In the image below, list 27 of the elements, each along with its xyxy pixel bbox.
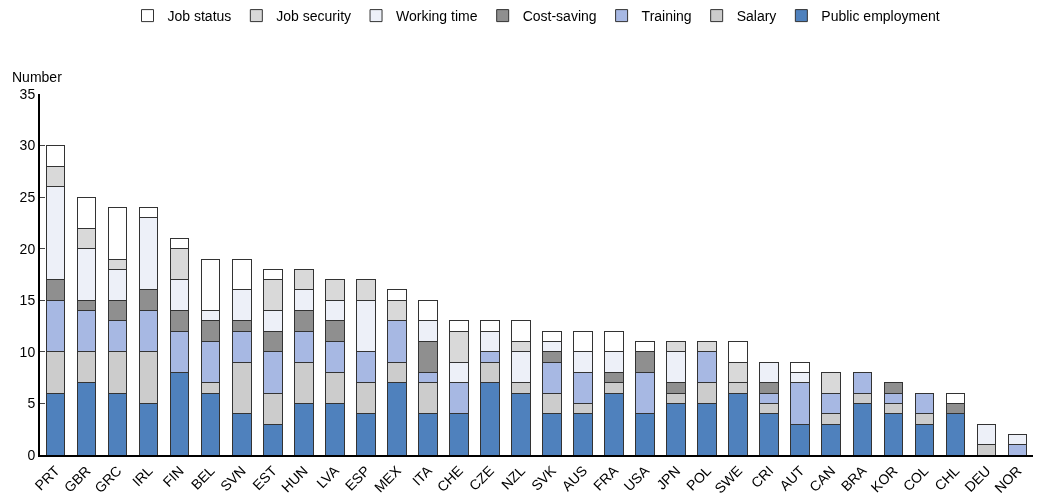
x-tick-label: COL xyxy=(899,462,932,495)
y-tick-label: 30 xyxy=(19,137,36,154)
legend-label: Job status xyxy=(167,8,232,25)
x-tick-label: BEL xyxy=(187,462,218,493)
x-tick-label: POL xyxy=(683,462,715,494)
y-tick-label: 35 xyxy=(19,85,36,102)
y-tick-label: 15 xyxy=(19,292,36,309)
x-tick-label: ITA xyxy=(408,462,436,489)
x-tick-label: CHL xyxy=(931,462,963,494)
legend-label: Job security xyxy=(276,8,352,25)
y-tick-label: 25 xyxy=(19,189,36,206)
y-tick-label: 20 xyxy=(19,240,36,257)
legend-label: Cost-saving xyxy=(522,8,597,25)
y-axis-title: Number xyxy=(12,69,63,85)
legend-label: Salary xyxy=(736,8,777,25)
legend-label: Public employment xyxy=(821,8,940,25)
x-tick-label: USA xyxy=(620,462,653,495)
x-tick-label: FIN xyxy=(159,462,187,490)
y-tick-label: 10 xyxy=(19,343,36,360)
x-tick-label: LVA xyxy=(313,462,343,492)
legend-label: Working time xyxy=(396,8,478,25)
x-tick-label: NZL xyxy=(498,462,529,493)
y-tick-label: 5 xyxy=(27,395,36,412)
y-tick-label: 0 xyxy=(27,446,36,463)
legend-label: Training xyxy=(641,8,692,25)
x-tick-label: IRL xyxy=(128,462,156,490)
x-tick-label: CRI xyxy=(747,462,777,491)
